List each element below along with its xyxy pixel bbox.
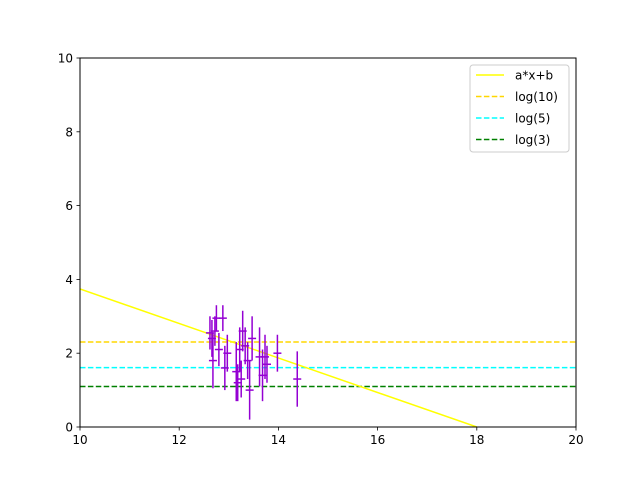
data-point	[223, 334, 232, 372]
legend: a*x+b log(10) log(5) log(3)	[469, 64, 570, 153]
y-tick-label: 6	[65, 199, 73, 213]
data-point	[214, 332, 223, 367]
data-point	[293, 351, 302, 407]
x-tick-label: 16	[370, 433, 385, 447]
data-point	[237, 360, 246, 398]
x-axis: 10 12 14 16 18 20	[72, 427, 584, 447]
legend-label: log(10)	[515, 90, 558, 104]
data-point	[248, 316, 257, 361]
y-tick-label: 0	[65, 421, 73, 435]
data-point	[210, 316, 219, 346]
data-point	[273, 334, 282, 372]
y-axis: 0 2 4 6 8 10	[58, 52, 80, 435]
legend-box	[469, 64, 570, 153]
axes-frame	[79, 57, 577, 428]
data-point	[232, 342, 241, 402]
data-point	[218, 305, 227, 332]
data-point	[262, 345, 271, 383]
legend-label: a*x+b	[515, 69, 553, 83]
plot-area	[80, 288, 576, 427]
x-tick-label: 10	[72, 433, 87, 447]
y-tick-label: 2	[65, 347, 73, 361]
fit-line	[80, 288, 478, 427]
y-tick-label: 4	[65, 273, 73, 287]
x-tick-label: 14	[271, 433, 286, 447]
data-point	[208, 332, 217, 389]
legend-label: log(3)	[515, 133, 550, 147]
data-point	[233, 364, 242, 402]
data-point	[245, 360, 254, 420]
legend-label: log(5)	[515, 112, 550, 126]
y-tick-label: 10	[58, 52, 73, 66]
x-tick-label: 12	[172, 433, 187, 447]
x-tick-label: 20	[568, 433, 583, 447]
y-tick-label: 8	[65, 125, 73, 139]
x-tick-label: 18	[469, 433, 484, 447]
